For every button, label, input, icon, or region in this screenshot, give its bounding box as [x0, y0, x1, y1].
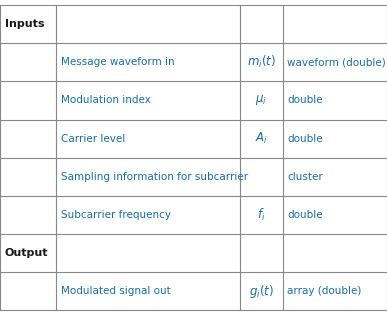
- Text: $f_i$: $f_i$: [257, 207, 265, 223]
- Text: Sampling information for subcarrier: Sampling information for subcarrier: [61, 172, 248, 182]
- Text: $A_i$: $A_i$: [255, 131, 268, 146]
- Text: $m_i(t)$: $m_i(t)$: [247, 54, 276, 70]
- Text: Inputs: Inputs: [5, 19, 44, 29]
- Text: double: double: [287, 95, 323, 106]
- Text: Carrier level: Carrier level: [61, 133, 125, 144]
- Text: Modulation index: Modulation index: [61, 95, 151, 106]
- Text: Modulated signal out: Modulated signal out: [61, 286, 171, 296]
- Text: Output: Output: [5, 248, 48, 258]
- Text: waveform (double): waveform (double): [287, 57, 386, 67]
- Text: double: double: [287, 210, 323, 220]
- Text: $\mu_i$: $\mu_i$: [255, 93, 267, 108]
- Text: Subcarrier frequency: Subcarrier frequency: [61, 210, 171, 220]
- Text: $g_i(t)$: $g_i(t)$: [249, 283, 274, 300]
- Text: cluster: cluster: [287, 172, 323, 182]
- Text: double: double: [287, 133, 323, 144]
- Text: array (double): array (double): [287, 286, 361, 296]
- Text: Message waveform in: Message waveform in: [61, 57, 175, 67]
